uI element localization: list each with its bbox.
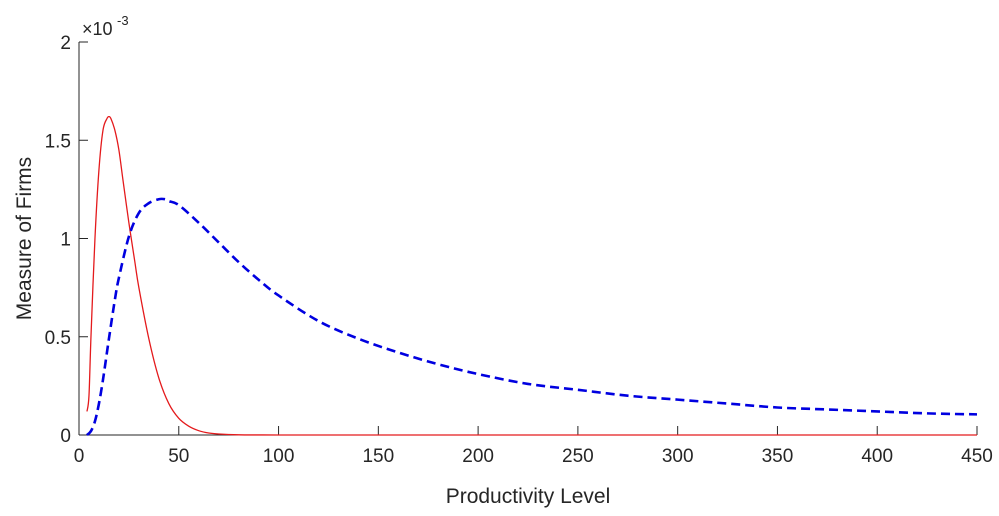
y-tick-label: 0.5 — [45, 328, 71, 349]
y-tick-label: 1.5 — [45, 131, 71, 152]
x-tick-label: 300 — [662, 446, 694, 467]
y-exponent-label: ×10 -3 — [82, 13, 129, 39]
series-line-solid — [86, 116, 977, 436]
y-exponent-base: ×10 — [82, 19, 113, 39]
x-tick-label: 250 — [562, 446, 594, 467]
x-tick-label: 150 — [362, 446, 394, 467]
x-axis: 0 50 100 150 200 250 300 350 400 450 — [74, 426, 993, 467]
x-tick-label: 400 — [861, 446, 893, 467]
x-tick-label: 0 — [74, 446, 85, 467]
x-tick-label: 100 — [263, 446, 295, 467]
y-tick-label: 2 — [60, 33, 71, 54]
y-axis: 0 0.5 1 1.5 2 — [45, 33, 88, 447]
y-exponent-power: -3 — [117, 13, 129, 28]
x-tick-label: 350 — [762, 446, 794, 467]
x-tick-label: 50 — [168, 446, 189, 467]
y-axis-label: Measure of Firms — [13, 157, 36, 320]
x-tick-label: 450 — [961, 446, 993, 467]
y-tick-label: 1 — [60, 230, 71, 251]
y-tick-label: 0 — [60, 426, 71, 447]
series-line-dashed — [86, 197, 978, 436]
x-axis-label: Productivity Level — [446, 485, 611, 508]
series-layer — [86, 116, 978, 436]
x-tick-label: 200 — [462, 446, 494, 467]
